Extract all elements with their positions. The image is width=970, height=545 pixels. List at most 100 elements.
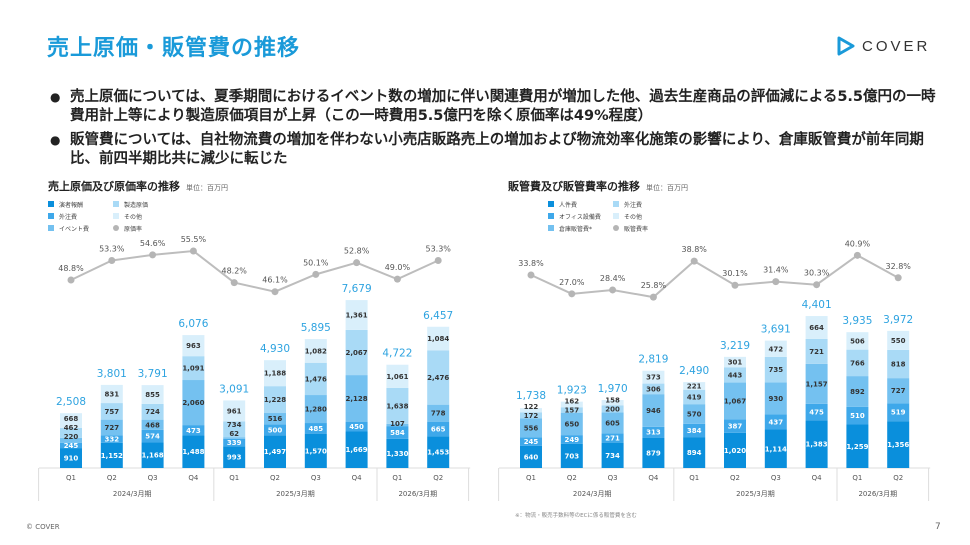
segment-label: 1,084	[427, 335, 449, 343]
segment-label: 510	[850, 412, 865, 420]
bar-segment	[560, 443, 583, 468]
ratio-label: 40.9%	[845, 239, 871, 248]
legend-swatch	[113, 201, 119, 207]
bar-segment	[100, 419, 123, 436]
ratio-label: 30.3%	[804, 269, 830, 278]
bar-segment	[304, 423, 327, 434]
x-tick-label: Q2	[270, 474, 280, 482]
segment-label: 961	[227, 407, 242, 415]
ratio-point	[312, 270, 320, 278]
legend-swatch	[548, 201, 554, 207]
bar-segment	[846, 376, 869, 407]
segment-label: 506	[850, 337, 865, 345]
bar-segment	[520, 437, 542, 446]
bar-segment	[182, 356, 205, 381]
segment-label: 472	[768, 345, 783, 353]
segment-label: 650	[564, 420, 579, 428]
bar-segment	[182, 425, 205, 436]
bar-segment	[846, 332, 869, 350]
bullet-dot-icon: ●	[50, 90, 61, 104]
bullet-list: ● 売上原価については、夏季期間におけるイベント数の増加に伴い関連費用が増加した他…	[50, 88, 940, 174]
bar-segment	[764, 340, 787, 357]
segment-label: 384	[687, 427, 702, 435]
bar-segment	[264, 386, 286, 414]
bar-segment	[805, 316, 828, 339]
bar-segment	[345, 421, 368, 432]
ratio-label: 31.4%	[763, 266, 789, 275]
bar-segment	[427, 404, 450, 422]
bar-segment	[887, 403, 910, 422]
bar-segment	[60, 427, 82, 438]
legend-swatch	[613, 213, 619, 219]
segment-label: 249	[564, 436, 579, 444]
x-tick-label: Q1	[229, 474, 239, 482]
segment-label: 1,020	[724, 447, 746, 455]
bar-segment	[601, 412, 624, 434]
legend-label: 販管費率	[624, 225, 648, 233]
bar-segment	[100, 435, 123, 443]
bar-segment	[683, 404, 706, 424]
ratio-point	[189, 247, 197, 255]
segment-label: 162	[564, 397, 579, 405]
x-tick-label: Q4	[648, 474, 659, 482]
total-label: 5,895	[301, 322, 331, 334]
bar-segment	[223, 437, 246, 439]
sga-chart-title: 販管費及び販管費率の推移 単位：百万円	[508, 178, 688, 194]
bar-segment	[683, 423, 706, 438]
bar-segment	[264, 413, 286, 425]
x-tick-label: Q1	[392, 474, 402, 482]
segment-label: 1,157	[806, 380, 828, 388]
ratio-label: 27.0%	[559, 278, 585, 287]
total-label: 4,722	[382, 348, 412, 360]
bar-segment	[724, 432, 746, 468]
cogs-chart-title: 売上原価及び原価率の推移 単位：百万円	[48, 178, 228, 194]
bar-segment	[141, 403, 164, 420]
segment-label: 574	[145, 433, 160, 441]
ratio-point	[230, 279, 238, 287]
segment-label: 556	[524, 424, 539, 432]
total-label: 3,801	[97, 368, 127, 380]
ratio-label: 32.8%	[885, 262, 911, 271]
ratio-point	[434, 257, 442, 265]
bar-segment	[520, 408, 542, 413]
total-label: 1,970	[598, 383, 628, 395]
segment-label: 1,091	[182, 365, 204, 373]
x-tick-label: Q4	[188, 474, 199, 482]
bar-segment	[386, 423, 409, 427]
ratio-point	[67, 276, 75, 284]
segment-label: 221	[687, 382, 702, 390]
ratio-point	[271, 288, 279, 296]
bar-segment	[60, 448, 82, 468]
bar-segment	[100, 442, 123, 468]
legend-swatch	[548, 213, 554, 219]
bar-segment	[60, 442, 82, 449]
x-tick-label: Q4	[812, 474, 823, 482]
bar-segment	[223, 438, 246, 447]
legend-swatch	[613, 201, 619, 207]
x-tick-label: Q3	[608, 474, 618, 482]
bar-segment	[182, 380, 205, 426]
cover-logo: COVER	[836, 36, 930, 56]
bar-segment	[427, 421, 450, 437]
legend-label: イベント費	[59, 225, 89, 233]
bar-segment	[683, 389, 706, 405]
unit-label: 単位：百万円	[646, 184, 688, 192]
segment-label: 818	[891, 361, 906, 369]
segment-label: 271	[605, 434, 620, 442]
bar-segment	[304, 339, 327, 363]
segment-label: 778	[431, 410, 446, 418]
x-tick-label: Q3	[148, 474, 158, 482]
ratio-label: 54.6%	[140, 239, 166, 248]
segment-label: 766	[850, 359, 865, 367]
ratio-point	[609, 286, 617, 294]
segment-label: 500	[268, 426, 283, 434]
bar-segment	[223, 400, 246, 422]
segment-label: 1,228	[264, 396, 286, 404]
bar-segment	[601, 433, 624, 443]
total-label: 3,219	[720, 340, 750, 352]
bar-segment	[846, 424, 869, 468]
bullet-item: ● 販管費については、自社物流費の増加を伴わない小売店販路売上の増加および物流効率…	[50, 131, 940, 169]
bar-segment	[887, 421, 910, 468]
bar-segment	[264, 424, 286, 436]
segment-label: 519	[891, 409, 906, 417]
